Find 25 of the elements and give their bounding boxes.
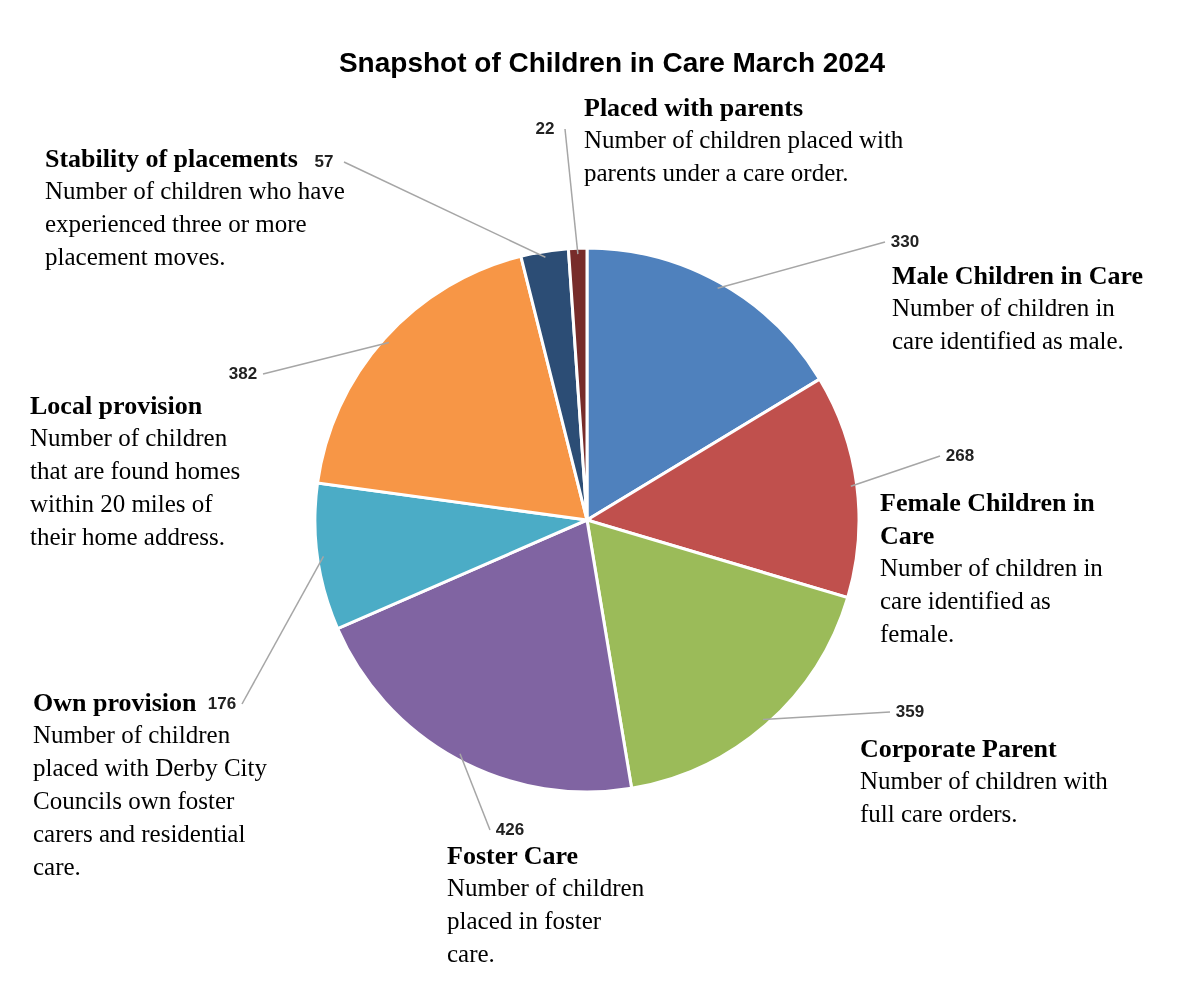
text: Number of children who have experienced three or more placement moves. xyxy=(45,177,345,270)
data-label: 426 xyxy=(495,820,525,839)
text: Number of children placed with Derby City Councils own foster carers and residential care. xyxy=(33,721,268,880)
slice-label: Placed with parents xyxy=(584,93,804,122)
slice-label: Stability of placements xyxy=(45,144,298,173)
slice-label: Corporate Parent xyxy=(860,734,1057,763)
chart-title: Snapshot of Children in Care March 2024 xyxy=(338,47,886,78)
data-label: 330 xyxy=(890,232,920,251)
text: Number of children in care identified as female. xyxy=(880,554,1104,647)
data-label: 359 xyxy=(895,702,925,721)
data-label: 268 xyxy=(945,446,975,465)
text: Number of children in care identified as male. xyxy=(892,294,1124,354)
slice-label: Female Children in Care xyxy=(880,488,1096,550)
data-label: 176 xyxy=(207,694,237,713)
data-label: 22 xyxy=(535,119,555,138)
text: Number of children placed with parents under a care order. xyxy=(584,126,904,186)
data-label: 57 xyxy=(314,152,334,171)
text: Number of children with full care orders. xyxy=(860,767,1109,827)
text: Number of children placed in foster care. xyxy=(447,874,645,967)
data-label: 382 xyxy=(228,364,258,383)
slice-label: Own provision xyxy=(33,688,198,717)
slice-label: Local provision xyxy=(30,391,203,420)
slice-label: Male Children in Care xyxy=(892,261,1144,290)
slice-label: Foster Care xyxy=(447,841,579,870)
text: Number of children that are found homes within 20 miles of their home address. xyxy=(30,424,241,550)
